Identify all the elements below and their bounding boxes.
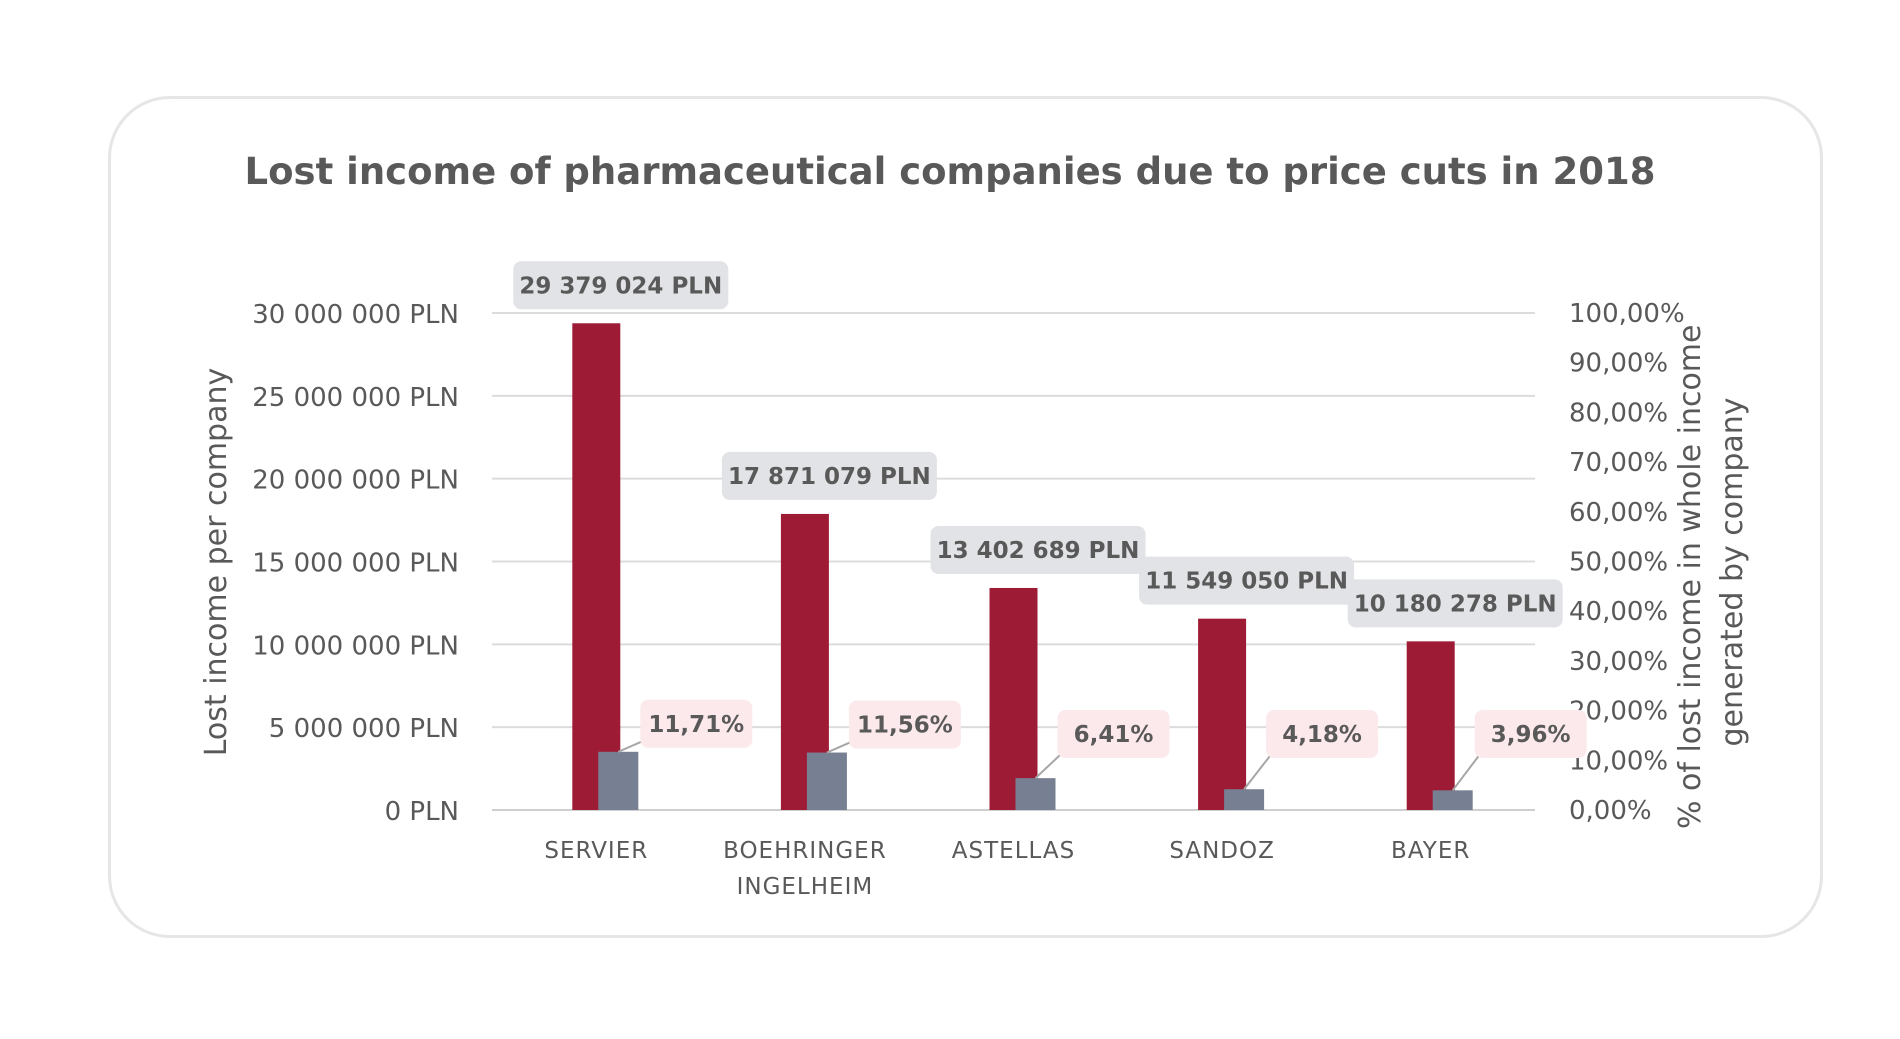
- data-label-pill-pln: [721, 451, 937, 500]
- category-label: SERVIER: [544, 838, 648, 864]
- left-tick-label: 20 000 000 PLN: [252, 466, 459, 496]
- data-label-pill-pln: [930, 525, 1146, 574]
- data-label-percent: 6,41%: [1074, 722, 1154, 748]
- right-tick-label: 40,00%: [1569, 597, 1668, 627]
- bar-percent-income: [806, 752, 847, 810]
- bar-percent-income: [1224, 789, 1265, 810]
- left-axis-ticks: 0 PLN 5 000 000 PLN 10 000 000 PLN 15 000 0…: [252, 300, 459, 827]
- data-labels: 29 379 024 PLN 11,71% 17 871 079 PLN 11,56%…: [513, 261, 1587, 791]
- data-label-pill-percent: [1266, 710, 1379, 758]
- right-tick-label: 70,00%: [1569, 448, 1668, 478]
- left-tick-label: 30 000 000 PLN: [252, 300, 459, 330]
- right-tick-label: 60,00%: [1569, 498, 1668, 528]
- bar-percent-income: [1015, 778, 1056, 810]
- category-label: BOEHRINGER: [723, 838, 887, 864]
- data-label-pill-percent: [848, 700, 961, 749]
- left-axis-label: Lost income per company: [199, 368, 234, 757]
- data-label-pill-pln: [513, 261, 729, 310]
- right-axis-label-line2: generated by company: [1715, 397, 1750, 746]
- data-label-pill-percent: [1057, 710, 1170, 758]
- chart-card: [108, 96, 1823, 938]
- right-tick-label: 50,00%: [1569, 548, 1668, 578]
- left-tick-label: 0 PLN: [385, 797, 459, 827]
- bar-percent-income: [1432, 790, 1473, 810]
- right-tick-label: 0,00%: [1569, 796, 1652, 826]
- data-label-percent: 11,71%: [648, 712, 744, 738]
- bar-lost-income: [989, 587, 1038, 810]
- left-tick-label: 5 000 000 PLN: [269, 714, 459, 744]
- left-tick-label: 10 000 000 PLN: [252, 631, 459, 661]
- right-tick-label: 30,00%: [1569, 647, 1668, 677]
- right-tick-label: 100,00%: [1569, 299, 1685, 329]
- data-label-pill-pln: [1139, 556, 1355, 605]
- data-label-pill-pln: [1347, 579, 1563, 628]
- category-label: BAYER: [1391, 838, 1470, 864]
- data-label-pln: 11 549 050 PLN: [1145, 569, 1348, 595]
- bar-lost-income: [572, 323, 621, 810]
- bar-percent-income: [598, 751, 639, 810]
- data-label-pill-percent: [1474, 710, 1587, 758]
- data-label-percent: 3,96%: [1491, 722, 1571, 748]
- data-label-pill-percent: [640, 699, 753, 748]
- data-label-pln: 13 402 689 PLN: [937, 538, 1140, 564]
- data-label-percent: 4,18%: [1282, 722, 1362, 748]
- data-label-pln: 17 871 079 PLN: [728, 464, 931, 490]
- left-tick-label: 15 000 000 PLN: [252, 549, 459, 579]
- category-labels: SERVIER BOEHRINGER INGELHEIM ASTELLAS SANDOZ…: [544, 838, 1470, 900]
- bars: [572, 323, 1473, 810]
- chart-title: Lost income of pharmaceutical companies …: [244, 150, 1656, 193]
- bar-lost-income: [1406, 641, 1455, 810]
- category-label: ASTELLAS: [952, 838, 1075, 864]
- bar-lost-income: [1198, 618, 1247, 810]
- data-label-pln: 10 180 278 PLN: [1354, 591, 1557, 617]
- right-tick-label: 90,00%: [1569, 349, 1668, 379]
- right-axis-label: % of lost income in whole income generat…: [1673, 315, 1750, 829]
- category-label: SANDOZ: [1169, 838, 1275, 864]
- right-tick-label: 80,00%: [1569, 398, 1668, 428]
- data-label-percent: 11,56%: [857, 713, 953, 739]
- left-tick-label: 25 000 000 PLN: [252, 383, 459, 413]
- category-label: INGELHEIM: [737, 874, 874, 900]
- right-axis-label-line1: % of lost income in whole income: [1673, 325, 1708, 830]
- data-label-pln: 29 379 024 PLN: [519, 273, 722, 299]
